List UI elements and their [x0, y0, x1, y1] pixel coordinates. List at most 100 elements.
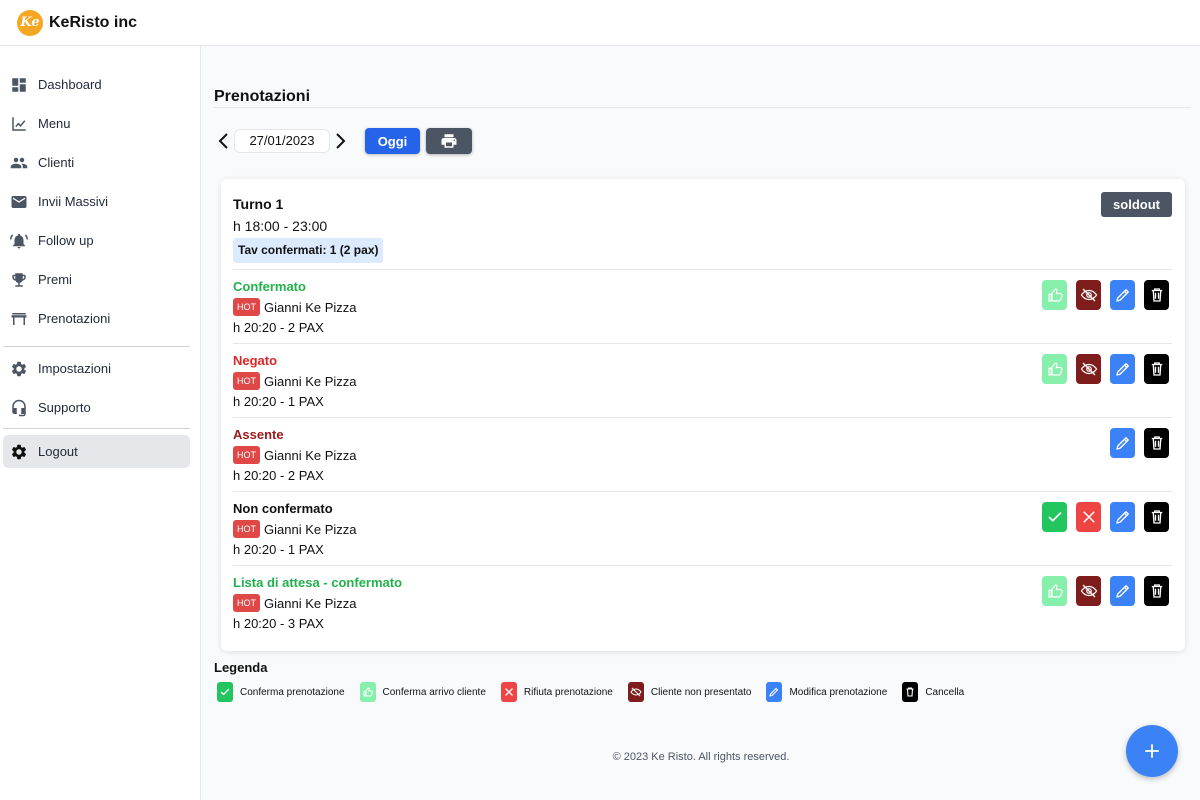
- reject-reservation-button[interactable]: [1076, 502, 1101, 532]
- print-button[interactable]: [426, 128, 472, 154]
- legend-item: Modifica prenotazione: [766, 682, 887, 702]
- reservation-customer: HOT Gianni Ke Pizza: [233, 520, 357, 538]
- thumbs-up-icon: [1047, 288, 1062, 302]
- reservation-status: Non confermato: [233, 501, 333, 516]
- pencil-icon: [1115, 511, 1129, 524]
- table-icon: [10, 310, 28, 328]
- pencil-icon: [1115, 585, 1129, 598]
- customer-name: Gianni Ke Pizza: [264, 595, 357, 611]
- reservation-time: h 20:20 - 1 PAX: [233, 542, 324, 557]
- delete-reservation-button[interactable]: [1144, 502, 1169, 532]
- reservation-row: Confermato HOT Gianni Ke Pizza h 20:20 -…: [233, 269, 1172, 343]
- reservation-status: Confermato: [233, 279, 306, 294]
- x-icon: [1082, 511, 1095, 523]
- today-button[interactable]: Oggi: [365, 128, 420, 154]
- dashboard-icon: [10, 76, 28, 94]
- pencil-icon: [1115, 289, 1129, 302]
- bell-icon: [10, 232, 28, 250]
- reservation-customer: HOT Gianni Ke Pizza: [233, 372, 357, 390]
- check-icon: [1047, 511, 1062, 522]
- title-divider: [214, 107, 1191, 108]
- menu-chart-icon: [10, 115, 28, 133]
- people-icon: [10, 154, 28, 172]
- legend-title: Legenda: [214, 660, 268, 675]
- no-show-button[interactable]: [1076, 280, 1101, 310]
- sidebar-item-clienti[interactable]: Clienti: [3, 146, 190, 179]
- printer-icon: [441, 134, 457, 148]
- trash-icon: [1151, 436, 1162, 450]
- sidebar-item-prenotazioni[interactable]: Prenotazioni: [3, 302, 190, 335]
- reservation-row: Assente HOT Gianni Ke Pizza h 20:20 - 2 …: [233, 417, 1172, 491]
- reservation-time: h 20:20 - 3 PAX: [233, 616, 324, 631]
- confirm-reservation-button[interactable]: [1042, 502, 1067, 532]
- confirm-arrival-button[interactable]: [1042, 354, 1067, 384]
- reservation-row: Negato HOT Gianni Ke Pizza h 20:20 - 1 P…: [233, 343, 1172, 417]
- confirm-arrival-button[interactable]: [1042, 280, 1067, 310]
- thumbs-up-icon: [359, 682, 376, 702]
- legend-label: Conferma prenotazione: [240, 686, 345, 698]
- reservation-row: Lista di attesa - confermato HOT Gianni …: [233, 565, 1172, 639]
- x-icon: [500, 682, 517, 702]
- trash-icon: [1151, 510, 1162, 524]
- sidebar-item-menu[interactable]: Menu: [3, 107, 190, 140]
- edit-reservation-button[interactable]: [1110, 354, 1135, 384]
- no-show-button[interactable]: [1076, 576, 1101, 606]
- legend-label: Cancella: [925, 686, 965, 698]
- eye-off-icon: [1080, 288, 1097, 302]
- legend-label: Cliente non presentato: [650, 686, 752, 698]
- delete-reservation-button[interactable]: [1144, 354, 1169, 384]
- reservation-status: Negato: [233, 353, 278, 368]
- reservation-time: h 20:20 - 2 PAX: [233, 320, 324, 335]
- check-icon: [217, 682, 233, 702]
- logout-gear-icon: [10, 443, 28, 461]
- delete-reservation-button[interactable]: [1144, 428, 1169, 458]
- reservation-actions: [1033, 576, 1169, 606]
- trash-icon: [1151, 584, 1162, 598]
- thumbs-up-icon: [1047, 362, 1062, 376]
- add-reservation-button[interactable]: [1126, 725, 1178, 777]
- next-day-button[interactable]: [330, 128, 350, 154]
- legend-label: Conferma arrivo cliente: [382, 686, 486, 698]
- reservation-status: Assente: [233, 427, 284, 442]
- edit-reservation-button[interactable]: [1110, 428, 1135, 458]
- sidebar-item-supporto[interactable]: Supporto: [3, 391, 190, 424]
- trash-icon: [902, 682, 919, 702]
- sidebar-item-logout[interactable]: Logout: [3, 435, 190, 468]
- soldout-button[interactable]: soldout: [1101, 192, 1172, 217]
- sidebar-item-dashboard[interactable]: Dashboard: [3, 68, 190, 101]
- top-header: Ke KeRisto inc: [0, 0, 1200, 46]
- page-title: Prenotazioni: [214, 88, 311, 105]
- reservation-customer: HOT Gianni Ke Pizza: [233, 446, 357, 464]
- sidebar: Dashboard Menu Clienti Invii Massivi Fol…: [0, 46, 201, 800]
- edit-reservation-button[interactable]: [1110, 280, 1135, 310]
- sidebar-divider: [3, 346, 190, 347]
- customer-name: Gianni Ke Pizza: [264, 373, 357, 389]
- delete-reservation-button[interactable]: [1144, 576, 1169, 606]
- legend-item: Cancella: [902, 682, 964, 702]
- trash-icon: [1151, 362, 1162, 376]
- edit-reservation-button[interactable]: [1110, 502, 1135, 532]
- reservation-actions: [1033, 280, 1169, 310]
- sidebar-item-label: Dashboard: [38, 77, 102, 92]
- trophy-icon: [10, 271, 28, 289]
- confirm-arrival-button[interactable]: [1042, 576, 1067, 606]
- edit-reservation-button[interactable]: [1110, 576, 1135, 606]
- delete-reservation-button[interactable]: [1144, 280, 1169, 310]
- reservation-actions: [1033, 354, 1169, 384]
- sidebar-item-follow-up[interactable]: Follow up: [3, 224, 190, 257]
- sidebar-item-impostazioni[interactable]: Impostazioni: [3, 352, 190, 385]
- eye-off-icon: [1080, 584, 1097, 598]
- reservation-actions: [1033, 502, 1169, 532]
- customer-name: Gianni Ke Pizza: [264, 447, 357, 463]
- sidebar-item-label: Premi: [38, 272, 72, 287]
- chevron-left-icon: [218, 133, 228, 149]
- date-field[interactable]: 27/01/2023: [234, 129, 330, 153]
- sidebar-item-premi[interactable]: Premi: [3, 263, 190, 296]
- sidebar-item-invii-massivi[interactable]: Invii Massivi: [3, 185, 190, 218]
- footer-copyright: © 2023 Ke Risto. All rights reserved.: [612, 751, 790, 763]
- hot-badge: HOT: [233, 372, 260, 390]
- previous-day-button[interactable]: [214, 128, 234, 154]
- no-show-button[interactable]: [1076, 354, 1101, 384]
- sidebar-item-label: Clienti: [38, 155, 75, 170]
- turn-hours: h 18:00 - 23:00: [233, 218, 328, 234]
